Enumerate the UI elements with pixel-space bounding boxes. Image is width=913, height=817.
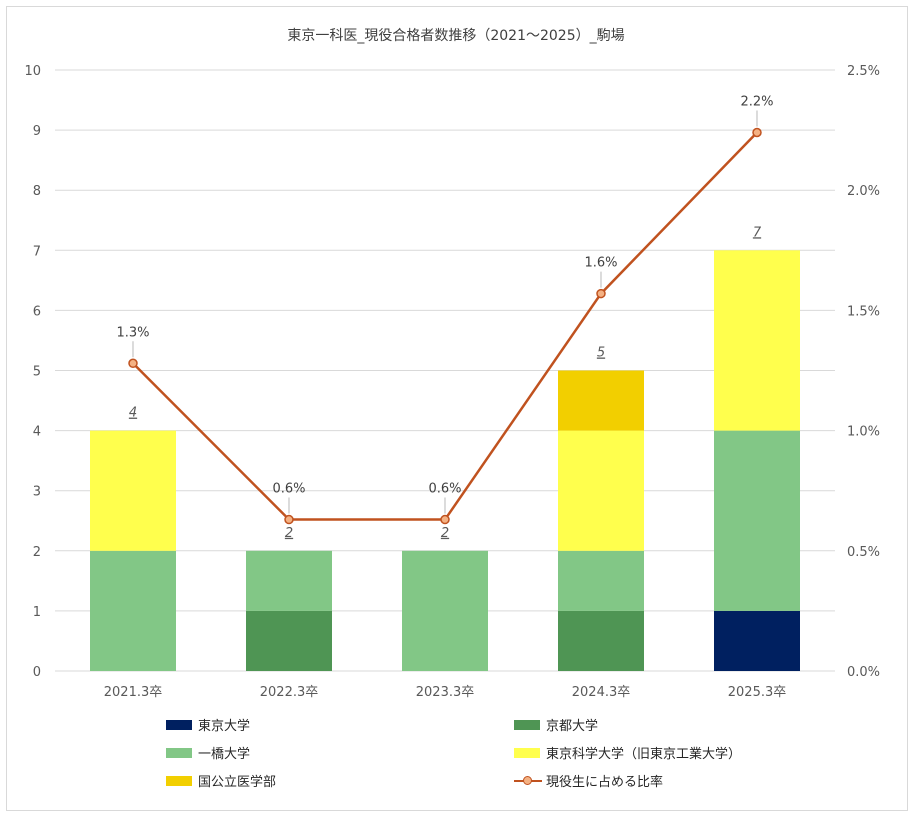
legend-label: 現役生に占める比率 — [546, 775, 664, 790]
legend-item: 国公立医学部 — [166, 771, 276, 790]
y2-tick-label: 1.5% — [847, 304, 880, 319]
legend-item: 東京大学 — [166, 715, 250, 734]
legend-label: 東京大学 — [198, 719, 251, 734]
bar-segment — [558, 550, 644, 611]
x-tick-label: 2024.3卒 — [572, 685, 631, 700]
legend-label: 国公立医学部 — [198, 775, 277, 790]
ratio-label: 2.2% — [740, 95, 773, 110]
y-tick-label: 0 — [33, 665, 41, 680]
legend-swatch — [514, 719, 540, 730]
ratio-point — [284, 514, 294, 525]
bar-segment — [90, 550, 176, 671]
bar-segment — [90, 430, 176, 551]
total-label: 7 — [753, 225, 762, 240]
legend-line-icon — [514, 774, 542, 788]
y2-tick-label: 0.0% — [847, 665, 880, 680]
y-tick-label: 1 — [33, 605, 41, 620]
total-label: 4 — [129, 406, 137, 421]
bar-segment — [246, 550, 332, 611]
y2-tick-label: 1.0% — [847, 425, 880, 440]
ratio-point — [440, 514, 450, 525]
legend-item: 京都大学 — [514, 715, 598, 734]
y-tick-label: 10 — [24, 64, 41, 79]
legend-swatch — [166, 775, 192, 786]
legend-label: 東京科学大学（旧東京工業大学） — [546, 747, 742, 762]
chart-title: 東京一科医_現役合格者数推移（2021～2025）_駒場 — [287, 28, 624, 44]
y-tick-label: 5 — [33, 365, 41, 380]
bar-segment — [714, 250, 800, 431]
y-tick-label: 8 — [33, 184, 41, 199]
y-tick-label: 6 — [33, 304, 41, 319]
legend-swatch — [514, 747, 540, 758]
legend-swatch — [166, 719, 192, 730]
y2-tick-label: 0.5% — [847, 545, 880, 560]
y-tick-label: 3 — [33, 485, 41, 500]
y-tick-label: 7 — [33, 244, 41, 259]
bar-segment — [246, 610, 332, 671]
legend-item: 一橋大学 — [166, 743, 250, 762]
legend-item: 東京科学大学（旧東京工業大学） — [514, 743, 741, 762]
bar-segment — [558, 430, 644, 551]
x-tick-label: 2021.3卒 — [104, 685, 163, 700]
total-label: 5 — [597, 346, 605, 361]
y2-tick-label: 2.5% — [847, 64, 880, 79]
bar-segment — [714, 430, 800, 611]
legend-swatch — [166, 747, 192, 758]
ratio-label: 0.6% — [272, 482, 305, 497]
ratio-point — [596, 288, 606, 299]
ratio-label: 1.3% — [116, 325, 149, 340]
ratio-point — [752, 127, 762, 138]
x-tick-label: 2025.3卒 — [728, 685, 787, 700]
legend-item: 現役生に占める比率 — [514, 771, 663, 790]
y-tick-label: 2 — [33, 545, 41, 560]
bar-segment — [402, 550, 488, 671]
y-tick-label: 4 — [33, 425, 41, 440]
y-tick-label: 9 — [33, 124, 41, 139]
x-tick-label: 2022.3卒 — [260, 685, 319, 700]
ratio-label: 1.6% — [584, 256, 617, 271]
bar-segment — [714, 610, 800, 671]
total-label: 2 — [441, 526, 449, 541]
y2-tick-label: 2.0% — [847, 184, 880, 199]
bar-segment — [558, 370, 644, 431]
ratio-point — [128, 358, 138, 369]
bar-segment — [558, 610, 644, 671]
legend-label: 一橋大学 — [198, 747, 251, 762]
total-label: 2 — [285, 526, 293, 541]
ratio-label: 0.6% — [428, 482, 461, 497]
legend-label: 京都大学 — [546, 719, 599, 734]
x-tick-label: 2023.3卒 — [416, 685, 475, 700]
